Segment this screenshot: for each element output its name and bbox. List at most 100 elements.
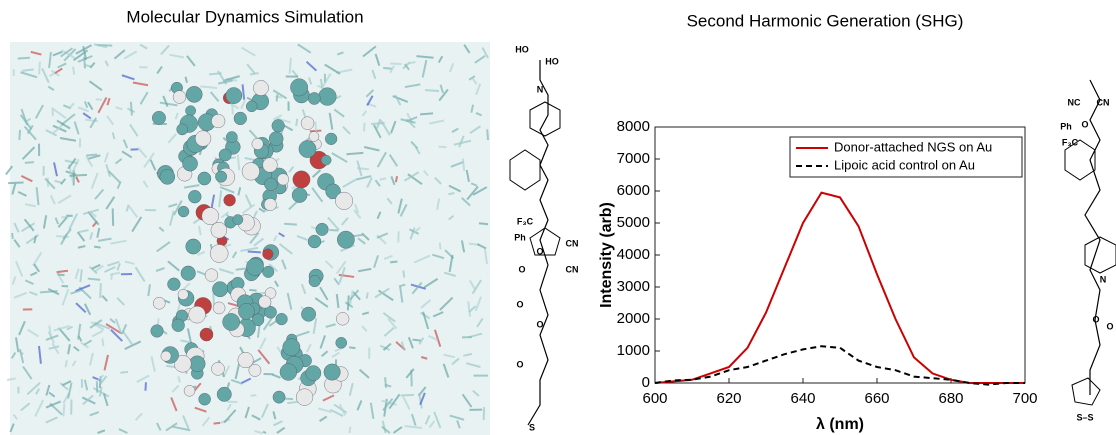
md-atom xyxy=(275,313,288,326)
md-stick xyxy=(32,251,43,267)
md-stick xyxy=(75,176,80,183)
md-atom xyxy=(325,183,341,200)
md-stick xyxy=(305,60,318,72)
md-stick xyxy=(125,204,130,212)
md-stick xyxy=(433,411,442,429)
md-stick xyxy=(183,184,200,189)
md-stick xyxy=(288,57,292,74)
series-line xyxy=(654,191,1025,384)
md-atom xyxy=(211,362,225,376)
md-stick xyxy=(402,270,406,278)
md-stick xyxy=(394,94,402,106)
md-stick xyxy=(90,211,97,218)
md-atom xyxy=(301,306,316,322)
md-stick xyxy=(27,328,40,338)
md-stick xyxy=(353,209,362,220)
md-stick xyxy=(106,115,115,126)
md-stick xyxy=(186,55,196,67)
structure-right xyxy=(1064,79,1116,406)
md-stick xyxy=(77,245,86,249)
md-stick xyxy=(89,61,96,69)
md-stick xyxy=(403,63,410,71)
md-atom xyxy=(226,131,238,143)
md-stick xyxy=(61,288,70,306)
md-stick xyxy=(13,222,20,233)
md-stick xyxy=(443,353,455,359)
md-stick xyxy=(257,349,271,365)
md-stick xyxy=(424,414,431,425)
md-stick xyxy=(412,338,421,342)
md-stick xyxy=(404,425,423,430)
md-stick xyxy=(388,154,399,167)
md-stick xyxy=(20,175,33,183)
md-atom xyxy=(159,169,176,185)
md-stick xyxy=(371,69,377,80)
md-stick xyxy=(197,250,206,256)
md-stick xyxy=(137,146,148,159)
md-stick xyxy=(20,71,38,79)
md-stick xyxy=(180,339,190,344)
md-stick xyxy=(97,429,106,434)
md-stick xyxy=(82,394,94,406)
md-stick xyxy=(64,159,79,165)
md-stick xyxy=(419,112,434,116)
md-atom xyxy=(325,132,338,145)
md-stick xyxy=(466,185,479,201)
md-stick xyxy=(116,297,125,306)
md-atom xyxy=(307,234,322,249)
md-stick xyxy=(432,311,444,318)
md-stick xyxy=(458,135,465,148)
md-stick xyxy=(20,222,36,233)
structure-label: N xyxy=(1100,274,1107,284)
md-stick xyxy=(30,50,42,56)
md-stick xyxy=(474,296,482,312)
md-stick xyxy=(201,416,211,427)
md-stick xyxy=(11,183,17,195)
md-stick xyxy=(114,318,123,334)
md-atom xyxy=(315,222,329,236)
md-stick xyxy=(470,182,478,187)
md-atom xyxy=(320,154,332,166)
md-stick xyxy=(23,125,37,141)
md-stick xyxy=(278,232,285,238)
md-stick xyxy=(423,277,439,289)
md-stick xyxy=(6,377,16,382)
md-stick xyxy=(17,56,30,60)
md-stick xyxy=(118,428,128,434)
md-stick xyxy=(9,423,15,433)
md-stick xyxy=(101,295,108,302)
md-stick xyxy=(155,267,165,272)
md-stick xyxy=(354,203,360,214)
md-stick xyxy=(196,270,207,276)
md-stick xyxy=(8,181,24,185)
md-stick xyxy=(45,384,51,396)
y-tick-label: 0 xyxy=(642,374,650,391)
md-stick xyxy=(169,53,185,59)
md-stick xyxy=(147,284,151,297)
md-stick xyxy=(87,154,101,160)
md-stick xyxy=(249,288,257,292)
md-stick xyxy=(212,293,216,307)
md-stick xyxy=(60,178,67,185)
md-atom xyxy=(233,111,247,126)
md-stick xyxy=(184,76,189,83)
md-stick xyxy=(325,323,336,328)
md-stick xyxy=(143,152,155,168)
md-stick xyxy=(109,318,116,324)
md-atom xyxy=(152,110,166,125)
structure-label: CN xyxy=(1097,97,1110,107)
md-stick xyxy=(272,89,288,100)
md-stick xyxy=(273,420,283,427)
md-atom xyxy=(194,130,212,147)
md-stick xyxy=(57,216,68,228)
md-stick xyxy=(62,228,72,240)
md-stick xyxy=(71,360,77,367)
md-stick xyxy=(159,101,178,107)
md-stick xyxy=(172,425,191,432)
md-stick xyxy=(97,96,108,114)
md-stick xyxy=(308,77,313,85)
md-stick xyxy=(83,101,89,109)
md-stick xyxy=(91,329,104,338)
md-stick xyxy=(381,420,387,434)
md-stick xyxy=(374,287,390,299)
